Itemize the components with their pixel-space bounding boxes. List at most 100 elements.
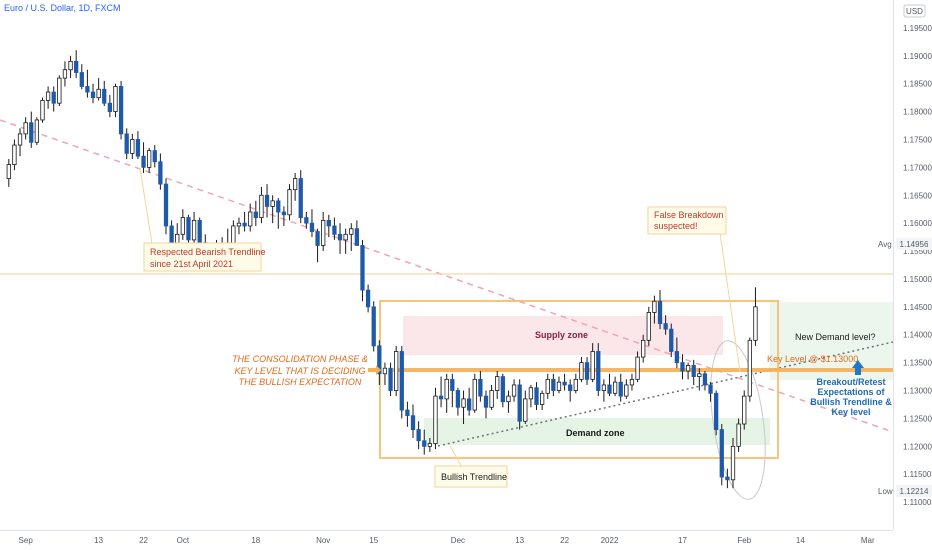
candle: [264, 184, 270, 218]
candle-body-down: [281, 211, 287, 216]
candle-body-down: [360, 245, 365, 291]
candle: [40, 97, 45, 123]
candle: [79, 64, 84, 90]
candle: [629, 373, 635, 391]
candle-body-down: [74, 60, 79, 73]
candle: [186, 214, 191, 246]
candle-body-up: [523, 398, 528, 422]
candle: [539, 390, 545, 411]
avg-marker-label: Avg: [878, 240, 892, 249]
candle: [388, 362, 393, 397]
candle: [444, 373, 449, 413]
currency-label[interactable]: USD: [906, 7, 923, 16]
candle-body-down: [163, 183, 169, 227]
candle-body-up: [270, 200, 275, 207]
candle: [259, 186, 264, 224]
candle-body-down: [304, 217, 309, 224]
candle-body-up: [23, 122, 28, 135]
candle: [354, 220, 360, 246]
candle: [461, 390, 466, 424]
candle: [545, 373, 550, 399]
candle-body-down: [197, 219, 202, 244]
supply-zone-label: Supply zone: [535, 330, 588, 340]
bearish-note-line-1: Respected Bearish Trendline: [150, 247, 266, 257]
candle: [382, 362, 388, 385]
candle: [349, 223, 354, 252]
price-tick-label: 1.13500: [903, 359, 932, 368]
candle-body-up: [579, 362, 584, 380]
candle-body-up: [343, 233, 348, 241]
candle-body-down: [29, 122, 34, 143]
candle-body-up: [17, 133, 23, 146]
candle-body-up: [287, 189, 292, 216]
currency-badge[interactable]: [903, 4, 926, 18]
chart-title: Euro / U.S. Dollar, 1D, FXCM: [4, 3, 121, 13]
candle: [753, 287, 758, 346]
candle-body-down: [309, 222, 315, 232]
candle-body-up: [545, 378, 550, 394]
candle: [489, 384, 494, 411]
candle: [287, 184, 292, 221]
consolidation-note-line-2: KEY LEVEL THAT IS DECIDING: [234, 366, 365, 376]
candle: [276, 198, 281, 229]
candle: [96, 78, 101, 101]
time-tick-label: 14: [796, 536, 805, 545]
candle: [472, 373, 477, 413]
candle-body-up: [736, 423, 741, 447]
candle: [68, 55, 73, 79]
bullish-note-connector: [449, 445, 463, 468]
candle: [292, 172, 298, 201]
candle: [45, 86, 51, 109]
candle-body-down: [450, 378, 455, 391]
candle-body-up: [349, 228, 354, 235]
candle: [624, 379, 629, 399]
candle: [113, 83, 118, 118]
candle-body-up: [556, 381, 562, 391]
price-tick-label: 1.17500: [903, 135, 932, 144]
candle: [377, 340, 382, 385]
candle-body-down: [186, 217, 191, 241]
candle: [450, 373, 455, 408]
breakout-note-line-2: Expectations of: [817, 387, 885, 397]
price-tick-label: 1.13000: [903, 387, 932, 396]
candle-body-up: [444, 378, 449, 400]
candle: [646, 306, 651, 346]
candle-body-down: [562, 381, 567, 386]
candle-body-down: [725, 476, 730, 481]
price-axis: 1.19500 1.19000 1.18500 1.18000 1.17500 1.170…: [903, 24, 932, 507]
demand-zone-label: Demand zone: [566, 428, 625, 438]
candle: [584, 357, 590, 385]
candle-body-down: [276, 200, 281, 213]
candle-body-down: [669, 328, 674, 352]
candle-body-down: [517, 384, 522, 422]
candle: [365, 284, 371, 313]
candle-body-up: [321, 219, 326, 246]
candle-body-down: [337, 233, 343, 241]
breakdown-note-line-1: False Breakdown: [654, 210, 724, 220]
candle: [90, 83, 96, 104]
candle-body-up: [601, 384, 607, 391]
price-tick-label: 1.12500: [903, 414, 932, 423]
candle-body-up: [130, 139, 135, 154]
price-tick-label: 1.17000: [903, 163, 932, 172]
candle-body-up: [528, 387, 534, 400]
candle: [74, 50, 79, 79]
candle: [663, 315, 668, 335]
candle-body-down: [118, 86, 124, 135]
time-tick-label: 13: [515, 536, 524, 545]
bullish-note-box: [434, 465, 508, 488]
price-tick-label: 1.11000: [903, 498, 932, 507]
candle-body-down: [90, 91, 96, 99]
candle-body-down: [51, 91, 56, 104]
candle: [523, 390, 528, 424]
candle: [596, 343, 601, 397]
candle: [371, 301, 376, 352]
candle-body-up: [40, 100, 45, 121]
candle: [23, 117, 28, 140]
consolidation-box: [379, 300, 779, 459]
price-tick-label: 1.14000: [903, 331, 932, 340]
breakdown-note-box: [647, 206, 727, 235]
time-tick-label: 13: [94, 536, 103, 545]
candle-body-down: [141, 155, 146, 168]
